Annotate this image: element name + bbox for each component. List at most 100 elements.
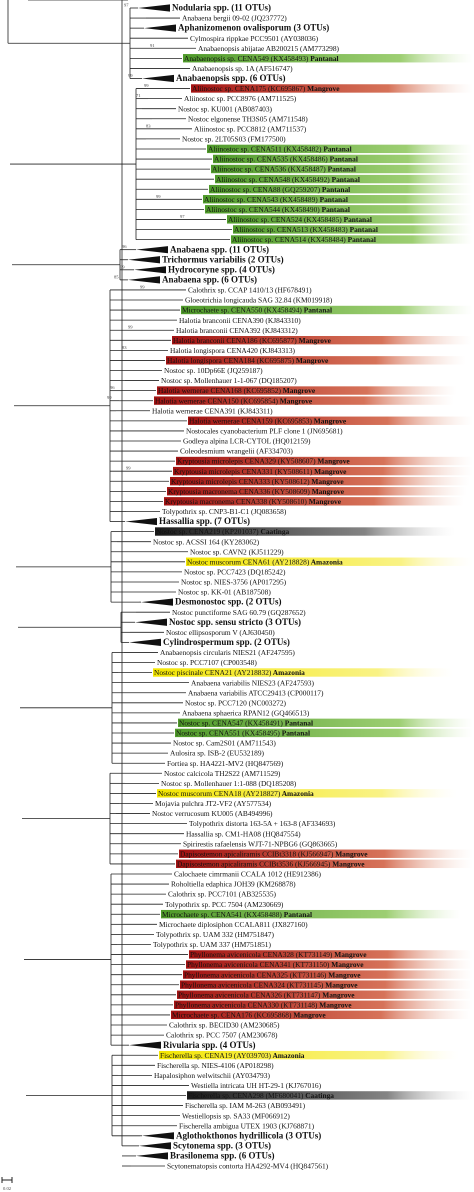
taxon-label: Trichormus variabilis (2 OTUs) bbox=[162, 254, 284, 264]
taxon-label: Anabaenopsis circularis NIES21 (AF247595… bbox=[160, 648, 295, 657]
taxon-label: Halotia wernerae CENA168 (KC695852) Mang… bbox=[158, 386, 316, 395]
taxon-label: Phyllonema avicenicola CENA326 (KT731147… bbox=[178, 990, 355, 999]
taxon-label: Calothrix sp. PCC7101 (AB325535) bbox=[168, 890, 277, 899]
taxon-label: Halotia branconii CENA390 (KJ843310) bbox=[179, 316, 301, 325]
bootstrap-value: 83 bbox=[122, 345, 127, 350]
habitat-highlight-pantanal bbox=[203, 195, 473, 204]
taxon-label: Phyllonema avicenicola CENA341 (KT731150… bbox=[187, 960, 364, 969]
habitat-highlight-pantanal bbox=[209, 184, 473, 194]
collapsed-clade-triangle bbox=[134, 266, 166, 274]
taxon-label: Halotia longispora CENA420 (KJ843313) bbox=[170, 346, 296, 355]
taxon-label: Cylmospira rippkae PCC9501 (AY038036) bbox=[190, 34, 319, 43]
collapsed-clade-triangle bbox=[136, 246, 168, 254]
habitat-highlight-mangrove bbox=[171, 1010, 471, 1020]
taxon-label: Halotia branconii CENA392 (KJ843312) bbox=[176, 326, 298, 335]
habitat-highlight-mangrove bbox=[164, 497, 464, 506]
taxon-label: Aliinostoc sp. CENA175 (KC695867) Mangro… bbox=[192, 84, 340, 93]
taxon-label: Scytonematopsis contorta HA4292-MV4 (HQ8… bbox=[167, 1162, 329, 1171]
bootstrap-value: 91 bbox=[150, 43, 155, 48]
bootstrap-value: 99 bbox=[120, 264, 125, 269]
taxon-label: Anabaena sphaerica RPAN12 (GQ466513) bbox=[182, 708, 310, 717]
habitat-label: Pantanal bbox=[318, 195, 348, 204]
taxon-label: Microchaete sp. CENA541 (KX458488) Panta… bbox=[162, 910, 312, 919]
habitat-highlight-mangrove bbox=[167, 487, 467, 496]
taxon-label: Westiella intricata UH HT-29-1 (KJ767016… bbox=[191, 1081, 322, 1090]
habitat-highlight-mangrove bbox=[166, 356, 466, 365]
bootstrap-value: 99 bbox=[140, 284, 145, 289]
taxon-label: Kryptousia macronema CENA338 (KY508610) … bbox=[165, 497, 342, 506]
habitat-highlight-pantanal bbox=[183, 54, 473, 63]
taxon-label: Kryptousia microlepis CENA329 (KY508607)… bbox=[177, 457, 350, 466]
habitat-highlight-caatinga bbox=[155, 527, 455, 536]
taxon-label: Phyllonema avicenicola CENA325 (KT731146… bbox=[184, 970, 361, 979]
bootstrap-value: 99 bbox=[128, 73, 133, 78]
taxon-label: Aglothokthonos hydrillicola (3 OTUs) bbox=[176, 1130, 321, 1140]
habitat-label: Mangrove bbox=[307, 497, 342, 506]
taxon-label: Hassallia spp. (7 OTUs) bbox=[159, 516, 250, 526]
taxon-label: Kryptousia microlepis CENA333 (KY508612)… bbox=[171, 477, 344, 486]
taxon-label: Coleodesmium wrangelii (AF334703) bbox=[180, 447, 293, 456]
taxon-label: Aliinostoc sp. CENA548 (KX458492) Pantan… bbox=[216, 175, 360, 184]
habitat-highlight-mangrove bbox=[177, 990, 473, 999]
taxon-label: Westiellopsis sp. SA33 (MF066912) bbox=[182, 1111, 290, 1120]
habitat-highlight-pantanal bbox=[178, 718, 473, 728]
taxon-label: Halotia longispora CENA184 (KC695875) Ma… bbox=[167, 356, 329, 365]
taxon-label: Scytonema spp. (3 OTUs) bbox=[173, 1140, 271, 1150]
taxon-label: Nostoc sp. PCC7120 (NC003272) bbox=[185, 698, 287, 707]
habitat-highlight-mangrove bbox=[179, 849, 473, 858]
taxon-label: Brasilonema spp. (6 OTUs) bbox=[170, 1151, 275, 1161]
taxon-label: Aliinostoc sp. PCC8976 (AM711525) bbox=[184, 94, 297, 103]
habitat-label: Pantanal bbox=[346, 235, 376, 244]
taxon-label: Aliinostoc sp. PCC8812 (AM711537) bbox=[194, 124, 307, 133]
habitat-highlight-pantanal bbox=[181, 305, 473, 315]
taxon-label: Aliinostoc sp. CENA513 (KX458483) Pantan… bbox=[234, 225, 378, 234]
taxon-label: Microchaete sp. CENA176 (KC695868) Mangr… bbox=[172, 1011, 326, 1020]
taxon-label: Tolypothrix sp. CNP3-B1-C1 (JQ083658) bbox=[162, 507, 287, 516]
taxon-label: Aliinostoc sp. CENA535 (KX458486) Pantan… bbox=[214, 155, 358, 164]
habitat-label: Amazonia bbox=[309, 557, 343, 566]
taxon-label: Nostoc punctiforme SAG 60.79 (GQ287652) bbox=[172, 608, 306, 617]
habitat-label: Pantanal bbox=[342, 215, 372, 224]
bootstrap-value: 99 bbox=[144, 83, 149, 88]
taxon-label: Fischerella sp. NIES-4106 (AP018298) bbox=[157, 1061, 274, 1070]
collapsed-clade-triangle bbox=[142, 1132, 174, 1140]
habitat-highlight-mangrove bbox=[180, 980, 473, 989]
taxon-label: Anabaena variabilis NIES23 (AF247593) bbox=[191, 678, 314, 687]
taxon-label: Spirirestis rafaelensis WJT-71-NPBG6 (GQ… bbox=[183, 839, 338, 848]
taxon-label: Fischerella ambigua UTEX 1903 (KJ768871) bbox=[179, 1121, 315, 1130]
habitat-label: Mangrove bbox=[323, 980, 358, 989]
habitat-label: Amazonia bbox=[280, 789, 314, 798]
taxon-label: Anabaenopsis sp. CENA549 (KX458493) Pant… bbox=[184, 54, 339, 63]
habitat-label: Pantanal bbox=[283, 719, 313, 728]
taxon-label: Halotia branconii CENA186 (KC695877) Man… bbox=[173, 336, 332, 345]
taxon-label: Anabaenopsis abijatae AB200215 (AM773298… bbox=[198, 44, 340, 53]
habitat-highlight-mangrove bbox=[191, 84, 473, 93]
taxon-label: Tolypothrix sp. PCC 7504 (AM230669) bbox=[165, 900, 284, 909]
bootstrap-value: 97 bbox=[180, 214, 185, 219]
collapsed-clade-triangle bbox=[138, 4, 170, 12]
taxon-label: Nostoc piscinale CENA21 (AY218832) Amazo… bbox=[154, 668, 305, 677]
taxon-label: Fortiea sp. HA4221-MV2 (HQ847569) bbox=[167, 759, 284, 768]
taxon-label: Nostoc elgonense TH3S05 (AM711548) bbox=[188, 114, 308, 123]
habitat-highlight-caatinga bbox=[187, 1091, 473, 1100]
taxon-label: Aliinostoc sp. CENA544 (KX458490) Pantan… bbox=[206, 205, 350, 214]
habitat-label: Caatinga bbox=[303, 1091, 334, 1100]
taxon-label: Aliinostoc sp. CENA88 (GQ259207) Pantana… bbox=[210, 185, 350, 194]
taxon-label: Nostoc sp. CENA219 (KP201037) Caatinga bbox=[156, 527, 290, 536]
taxon-label: Calothrix sp. BECID30 (AM230685) bbox=[169, 1021, 280, 1030]
taxon-label: Aliinostoc sp. CENA511 (KX458482) Pantan… bbox=[208, 145, 352, 154]
taxon-label: Anabaena bergii 09-02 (JQ237772) bbox=[182, 14, 287, 23]
taxon-label: Nostoc sp. 2LT05S03 (FM177500) bbox=[182, 135, 286, 144]
bootstrap-value: 83 bbox=[146, 123, 151, 128]
collapsed-clade-triangle bbox=[125, 517, 157, 526]
taxon-label: Cylindrospermum spp. (2 OTUs) bbox=[163, 637, 290, 647]
habitat-highlight-mangrove bbox=[188, 416, 473, 425]
taxon-label: Aliinostoc sp. CENA514 (KX458484) Pantan… bbox=[232, 235, 376, 244]
taxon-label: Nostoc sp. Mollenhauer 1-1-067 (DQ185207… bbox=[161, 376, 297, 385]
taxon-label: Phyllonema avicenicola CENA324 (KT731145… bbox=[181, 980, 358, 989]
bootstrap-value: 97 bbox=[124, 3, 129, 8]
taxon-label: Aliinostoc sp. CENA536 (KX458487) Pantan… bbox=[212, 165, 356, 174]
taxon-label: Fischerella sp. CENA298 (MF680041) Caati… bbox=[188, 1091, 334, 1100]
taxon-label: Nostoc sp. ACSSI 164 (KY283062) bbox=[153, 537, 260, 546]
habitat-label: Pantanal bbox=[330, 175, 360, 184]
